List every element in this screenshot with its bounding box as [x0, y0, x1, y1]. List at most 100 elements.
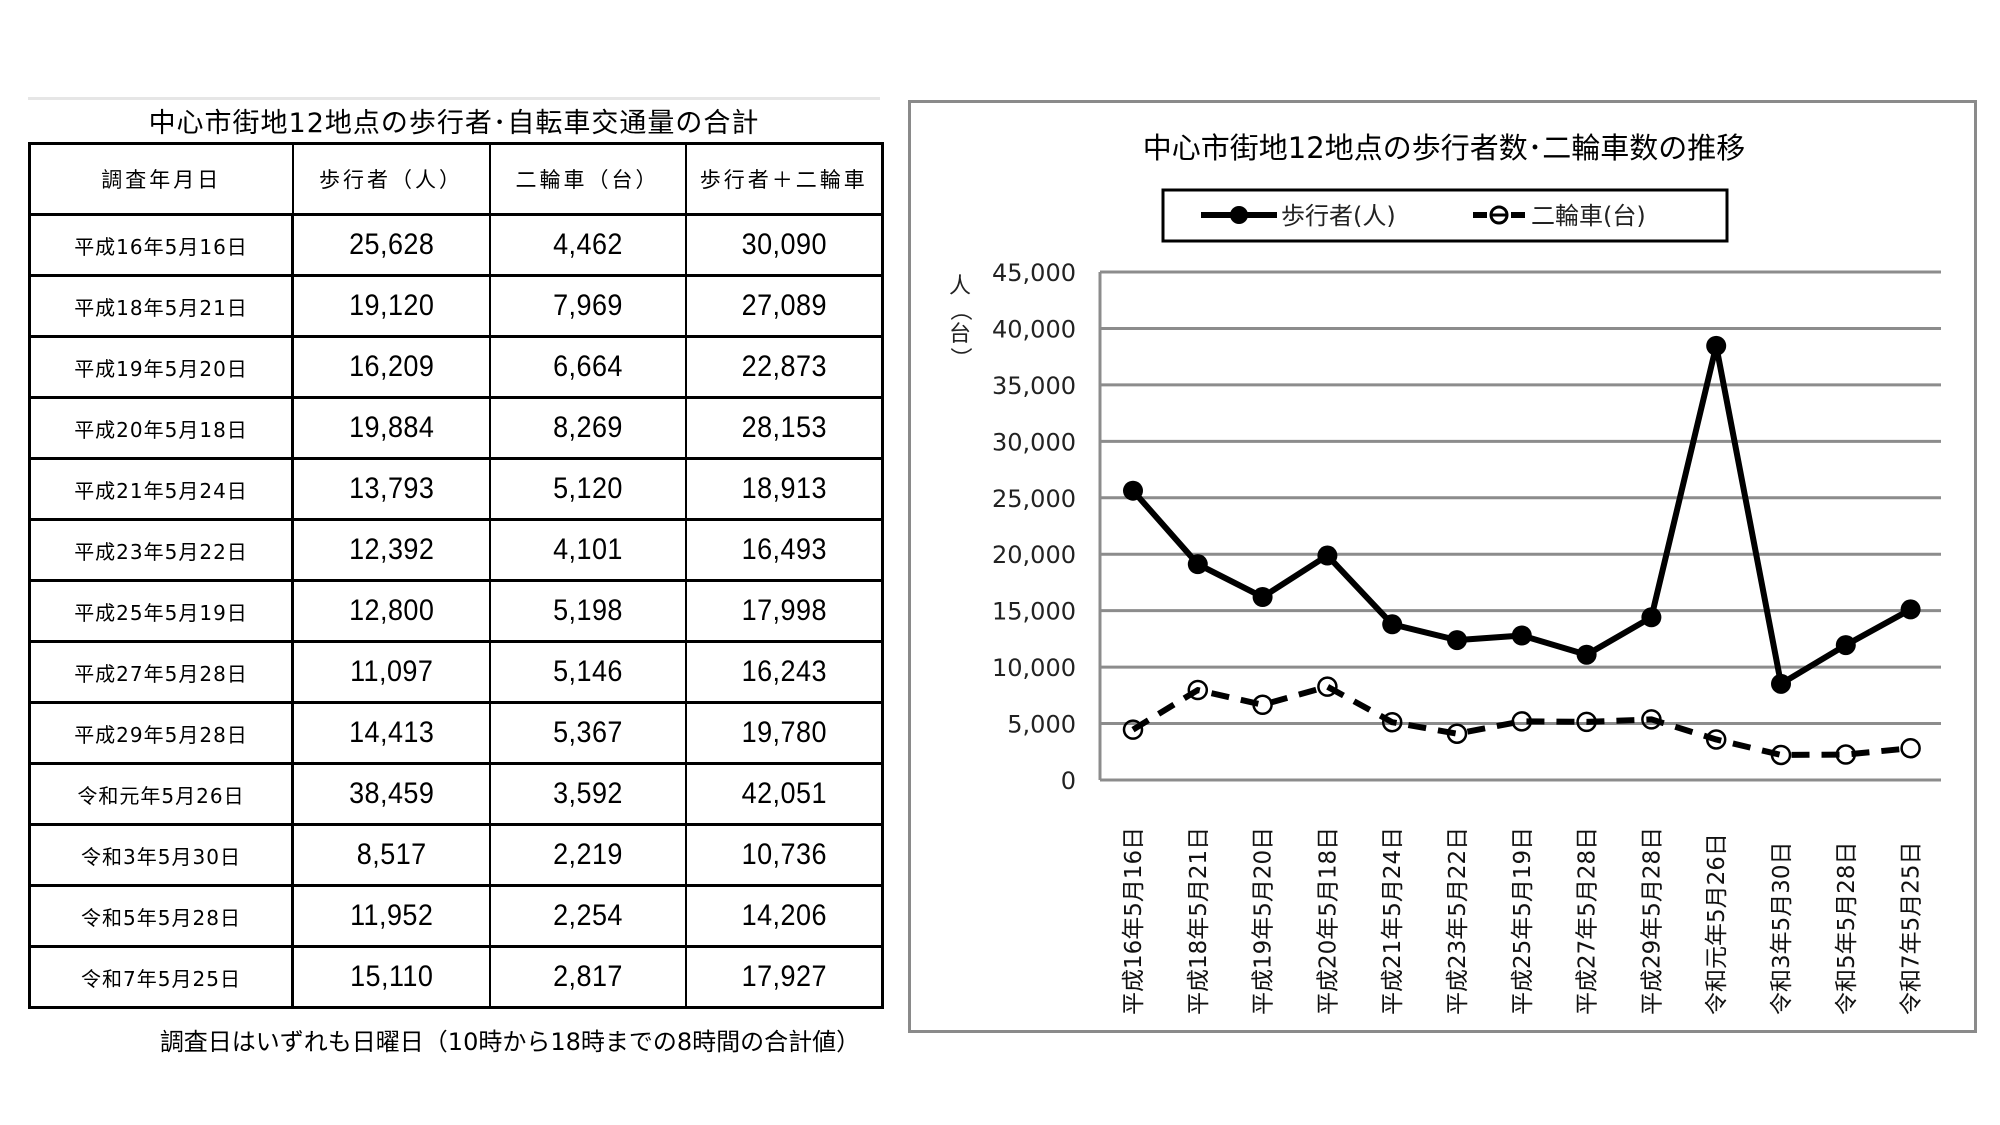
data-point-two-wheelers [1770, 744, 1792, 766]
two-wheelers-line [1131, 683, 1911, 758]
y-tick-label: 0 [1061, 767, 1076, 795]
data-point-pedestrians [1447, 630, 1467, 651]
legend-item-pedestrians: 歩行者(人) [1201, 202, 1396, 230]
table-row: 平成23年5月22日 12,392 4,101 16,493 [28, 518, 883, 582]
y-tick-label: 35,000 [992, 372, 1076, 400]
two-wheelers-cell: 7,969 [498, 274, 677, 338]
pedestrians-cell: 12,392 [301, 518, 481, 582]
two-wheelers-cell: 2,219 [498, 823, 677, 887]
pedestrians-cell: 11,097 [301, 640, 481, 704]
data-series [1122, 335, 1921, 766]
filled-circle-marker-icon [1230, 206, 1248, 224]
x-tick-label: 平成25年5月19日 [1510, 827, 1536, 1015]
data-point-pedestrians [1382, 614, 1403, 635]
data-point-two-wheelers [1511, 711, 1533, 732]
pedestrians-cell: 19,884 [301, 396, 481, 460]
table-row: 令和5年5月28日 11,952 2,254 14,206 [28, 884, 883, 948]
two-wheelers-cell: 4,101 [498, 518, 677, 582]
date-cell: 平成19年5月20日 [28, 335, 294, 399]
date-cell: 令和5年5月28日 [28, 884, 294, 948]
data-point-two-wheelers [1900, 737, 1921, 759]
pedestrians-cell: 19,120 [301, 274, 481, 338]
table-title: 中心市街地12地点の歩行者･自転車交通量の合計 [148, 108, 760, 139]
data-point-pedestrians [1576, 644, 1597, 665]
data-point-pedestrians [1641, 607, 1662, 628]
date-cell: 令和7年5月25日 [28, 945, 294, 1009]
y-tick-label: 15,000 [992, 598, 1076, 626]
y-tick-label: 30,000 [992, 428, 1076, 456]
table-row: 平成18年5月21日 19,120 7,969 27,089 [28, 274, 883, 338]
traffic-table: 調査年月日 歩行者（人） 二輪車（台） 歩行者＋二輪車 平成16年5月16日 25… [28, 142, 884, 1009]
total-cell: 22,873 [694, 335, 874, 399]
total-cell: 27,089 [694, 274, 874, 338]
gridlines [1098, 270, 1941, 782]
data-point-pedestrians [1706, 335, 1727, 356]
header-two-wheelers: 二輪車（台） [488, 142, 687, 216]
y-tick-label: 5,000 [1007, 711, 1076, 739]
total-cell: 18,913 [694, 457, 874, 521]
table-row: 令和3年5月30日 8,517 2,219 10,736 [28, 823, 883, 887]
x-tick-label: 平成23年5月22日 [1445, 827, 1471, 1015]
x-tick-label: 令和5年5月28日 [1834, 841, 1860, 1015]
data-point-two-wheelers [1187, 679, 1209, 701]
table-row: 令和元年5月26日 38,459 3,592 42,051 [28, 762, 883, 826]
table-header-row: 調査年月日 歩行者（人） 二輪車（台） 歩行者＋二輪車 [28, 142, 884, 216]
two-wheelers-cell: 8,269 [498, 396, 677, 460]
date-cell: 平成25年5月19日 [28, 579, 294, 643]
two-wheelers-cell: 4,462 [498, 213, 677, 277]
pedestrians-cell: 13,793 [301, 457, 481, 521]
data-point-pedestrians [1252, 587, 1273, 608]
data-point-pedestrians [1187, 554, 1208, 575]
legend-label-two-wheelers: 二輪車(台) [1531, 202, 1646, 230]
data-point-two-wheelers [1446, 723, 1468, 744]
pedestrians-cell: 25,628 [301, 213, 481, 277]
data-point-two-wheelers [1122, 719, 1144, 740]
pedestrians-cell: 16,209 [301, 335, 481, 399]
total-cell: 10,736 [694, 823, 874, 887]
table-row: 平成16年5月16日 25,628 4,462 30,090 [28, 213, 883, 277]
two-wheelers-cell: 5,146 [498, 640, 677, 704]
two-wheelers-cell: 3,592 [498, 762, 677, 826]
total-cell: 16,493 [694, 518, 874, 582]
header-survey-date: 調査年月日 [28, 142, 294, 216]
x-axis-labels: 平成16年5月16日 平成18年5月21日 平成19年5月20日 平成20年5月18日… [1121, 827, 1925, 1015]
total-cell: 17,927 [694, 945, 874, 1009]
footnote: 調査日はいずれも日曜日（10時から18時までの8時間の合計値） [159, 1028, 861, 1056]
data-point-pedestrians [1317, 545, 1338, 566]
data-point-two-wheelers [1381, 711, 1403, 733]
y-axis-label: 人（台） [947, 274, 972, 369]
data-point-pedestrians [1511, 625, 1532, 646]
y-tick-label: 45,000 [992, 259, 1076, 287]
table-row: 平成21年5月24日 13,793 5,120 18,913 [28, 457, 883, 521]
date-cell: 令和元年5月26日 [28, 762, 294, 826]
table-row: 平成27年5月28日 11,097 5,146 16,243 [28, 640, 883, 704]
table-row: 平成20年5月18日 19,884 8,269 28,153 [28, 396, 883, 460]
date-cell: 令和3年5月30日 [28, 823, 294, 887]
y-tick-label: 10,000 [992, 654, 1076, 682]
total-cell: 42,051 [694, 762, 874, 826]
date-cell: 平成21年5月24日 [28, 457, 294, 521]
two-wheelers-cell: 5,367 [498, 701, 677, 765]
date-cell: 平成27年5月28日 [28, 640, 294, 704]
svg-text:台: 台 [949, 322, 971, 347]
x-tick-label: 令和3年5月30日 [1769, 841, 1795, 1015]
pedestrians-cell: 38,459 [301, 762, 481, 826]
x-tick-label: 平成18年5月21日 [1186, 827, 1212, 1015]
x-tick-label: 平成21年5月24日 [1380, 827, 1406, 1015]
x-tick-label: 平成16年5月16日 [1121, 827, 1147, 1015]
data-point-two-wheelers [1252, 694, 1273, 716]
y-tick-label: 20,000 [992, 541, 1076, 569]
line-chart: 中心市街地12地点の歩行者数･二輪車数の推移 歩行者(人) 二輪車(台) 人（台… [947, 131, 1941, 1015]
header-total: 歩行者＋二輪車 [684, 142, 884, 216]
x-tick-label: 令和7年5月25日 [1899, 841, 1925, 1015]
date-cell: 平成23年5月22日 [28, 518, 294, 582]
total-cell: 19,780 [694, 701, 874, 765]
table-row: 平成25年5月19日 12,800 5,198 17,998 [28, 579, 883, 643]
data-point-two-wheelers [1835, 744, 1857, 765]
total-cell: 17,998 [694, 579, 874, 643]
chart-frame: 中心市街地12地点の歩行者数･二輪車数の推移 歩行者(人) 二輪車(台) 人（台… [908, 100, 1977, 1033]
date-cell: 平成18年5月21日 [28, 274, 294, 338]
two-wheelers-cell: 5,120 [498, 457, 677, 521]
data-point-two-wheelers [1641, 709, 1662, 730]
table-row: 平成19年5月20日 16,209 6,664 22,873 [28, 335, 883, 399]
